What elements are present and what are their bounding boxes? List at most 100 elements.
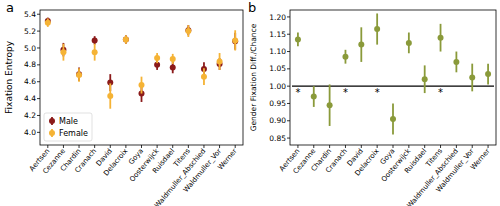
y-tick — [287, 86, 290, 87]
y-tick-label: 5.4 — [24, 10, 36, 19]
y-axis-label: Fixation Entropy — [4, 40, 14, 114]
x-tick — [157, 145, 158, 148]
y-tick — [37, 31, 40, 32]
x-tick-label: Cranach — [73, 147, 98, 174]
y-tick — [287, 68, 290, 69]
point — [92, 49, 98, 55]
point — [170, 64, 176, 70]
point — [123, 37, 129, 43]
point — [217, 58, 223, 64]
y-tick — [287, 103, 290, 104]
x-tick — [393, 145, 394, 148]
x-tick-label: Ruisdael — [151, 147, 176, 175]
x-tick — [329, 145, 330, 148]
y-tick — [37, 115, 40, 116]
marks — [45, 18, 238, 109]
legend-box — [44, 113, 92, 141]
x-tick — [377, 145, 378, 148]
x-tick-label: Ruisdael — [403, 147, 428, 175]
x-tick — [297, 145, 298, 148]
y-tick — [287, 51, 290, 52]
panel: aFixation Entropy4.04.24.44.64.85.05.25.… — [4, 0, 243, 206]
annotation: * — [343, 87, 348, 98]
point — [469, 75, 475, 81]
legend-label: Female — [59, 129, 88, 138]
x-tick — [488, 145, 489, 148]
panel-label: b — [248, 0, 256, 15]
y-tick — [287, 120, 290, 121]
figure: aFixation Entropy4.04.24.44.64.85.05.25.… — [0, 0, 500, 206]
point — [295, 36, 301, 42]
x-tick — [440, 145, 441, 148]
point — [485, 71, 491, 77]
y-tick-label: 4.8 — [24, 60, 36, 69]
point — [139, 82, 145, 88]
legend-swatch — [49, 118, 55, 124]
x-tick — [79, 145, 80, 148]
y-tick — [37, 132, 40, 133]
point — [327, 102, 333, 108]
point — [170, 56, 176, 62]
x-tick — [456, 145, 457, 148]
y-tick-label: 0.85 — [269, 134, 286, 143]
plot-frame — [40, 10, 243, 145]
point — [76, 72, 82, 78]
x-tick — [424, 145, 425, 148]
point — [201, 74, 207, 80]
point — [60, 49, 66, 55]
y-tick — [287, 34, 290, 35]
x-tick — [110, 145, 111, 148]
y-tick-label: 1.20 — [269, 13, 286, 22]
marks — [292, 13, 494, 134]
reference-line — [292, 86, 494, 87]
x-tick — [313, 145, 314, 148]
point — [438, 35, 444, 41]
x-tick-label: Cranach — [324, 147, 349, 174]
x-tick — [125, 145, 126, 148]
x-tick-label: Delacroix — [353, 147, 380, 177]
x-tick-label: Werner — [469, 147, 491, 172]
point — [232, 37, 238, 43]
point — [422, 76, 428, 82]
y-tick — [37, 64, 40, 65]
y-tick-label: 4.2 — [24, 111, 36, 120]
x-tick — [408, 145, 409, 148]
y-tick — [287, 16, 290, 17]
y-tick-label: 1.15 — [269, 30, 286, 39]
x-tick — [345, 145, 346, 148]
x-tick — [235, 145, 236, 148]
point — [358, 42, 364, 48]
point — [374, 26, 380, 32]
x-tick — [141, 145, 142, 148]
y-tick — [37, 98, 40, 99]
x-tick — [361, 145, 362, 148]
x-tick — [172, 145, 173, 148]
point — [390, 116, 396, 122]
point — [45, 20, 51, 26]
plot-frame — [290, 10, 496, 145]
annotation: * — [375, 87, 380, 98]
x-tick — [47, 145, 48, 148]
y-tick-label: 4.0 — [24, 128, 36, 137]
y-tick — [287, 138, 290, 139]
y-tick — [37, 47, 40, 48]
point — [123, 37, 129, 43]
x-tick — [63, 145, 64, 148]
x-tick-label: Waldmuller_Vor — [435, 147, 476, 194]
point — [185, 28, 191, 34]
y-tick-label: 4.4 — [24, 94, 36, 103]
point — [107, 93, 113, 99]
y-tick-label: 5.2 — [24, 27, 36, 36]
x-tick-label: Delacroix — [102, 147, 129, 177]
y-tick-label: 1.10 — [269, 47, 286, 56]
y-tick-label: 5.0 — [24, 44, 36, 53]
point — [311, 94, 317, 100]
point — [342, 54, 348, 60]
point — [76, 71, 82, 77]
legend-label: Male — [59, 117, 78, 126]
x-tick-label: Werner — [216, 147, 238, 172]
y-tick — [37, 81, 40, 82]
point — [406, 40, 412, 46]
panel-label: a — [6, 0, 14, 15]
panel: bGender Fixation Diff./Chance0.850.900.9… — [248, 0, 496, 206]
